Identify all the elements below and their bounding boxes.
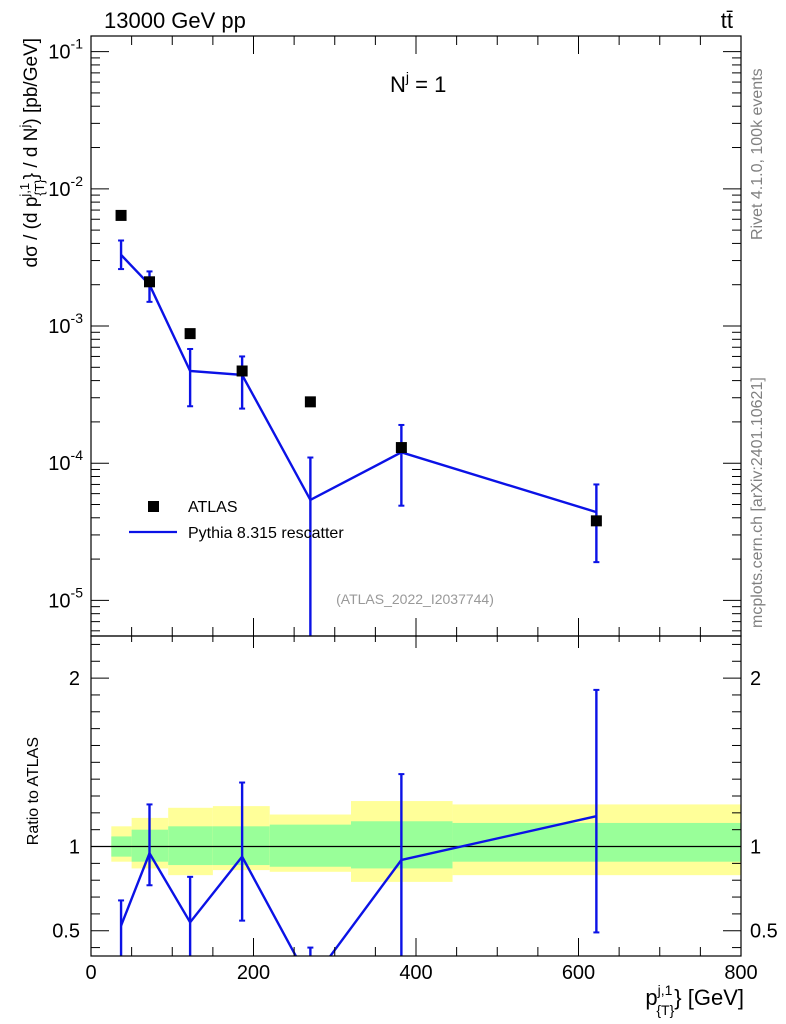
legend-atlas-marker: [148, 501, 159, 512]
atlas-data-point: [184, 328, 196, 340]
x-tick-label: 200: [237, 962, 270, 984]
legend-atlas-label: ATLAS: [188, 499, 238, 516]
main-y-tick-label: 10-1: [48, 36, 83, 64]
main-y-tick-label: 10-3: [48, 310, 83, 338]
x-tick-label: 400: [399, 962, 432, 984]
main-y-tick-label: 10-5: [48, 584, 83, 612]
ratio-band-inner: [269, 824, 351, 867]
ratio-y-axis-title: Ratio to ATLAS: [25, 737, 42, 845]
process-label: tt̄: [721, 8, 733, 33]
atlas-data-point: [395, 442, 407, 454]
atlas-data-point: [144, 276, 155, 288]
mcplots-label: mcplots.cern.ch [arXiv:2401.10621]: [749, 377, 766, 628]
main-y-tick-label: 10-2: [48, 173, 83, 201]
ratio-y-tick-label-right: 2: [750, 668, 761, 690]
legend: ATLAS Pythia 8.315 rescatter: [129, 499, 344, 542]
ratio-panel: 0.5 0.51 12 2 0 200 400 600 800 Ratio to ATLAS …: [25, 635, 778, 1018]
atlas-data-point: [304, 396, 316, 408]
x-tick-label: 600: [562, 962, 595, 984]
rivet-label: Rivet 4.1.0, 100k events: [749, 68, 766, 240]
atlas-data-point: [236, 365, 248, 377]
ratio-y-axis: 0.5 0.5 1 1 2 2: [52, 643, 778, 949]
main-panel: 10-5 10-4 10-3 10-2 10-1 Nj = 1 (ATLAS_2022_…: [17, 35, 742, 637]
ratio-y-tick-label: 2: [69, 668, 80, 690]
main-y-tick-label: 10-4: [48, 447, 83, 475]
main-x-ticks: [90, 36, 742, 636]
legend-pythia-label: Pythia 8.315 rescatter: [188, 525, 344, 542]
atlas-data-point: [115, 209, 127, 221]
x-tick-label: 0: [85, 962, 96, 984]
x-tick-label: 800: [724, 962, 757, 984]
ratio-y-tick-label-right: 0.5: [750, 921, 778, 943]
main-y-axis: 10-5 10-4 10-3 10-2 10-1: [48, 36, 741, 632]
ratio-frame: [90, 635, 742, 957]
analysis-tag: (ATLAS_2022_I2037744): [336, 591, 494, 607]
ratio-y-tick-label-right: 1: [750, 837, 761, 859]
multiplicity-annotation: Nj = 1: [390, 69, 446, 97]
ratio-line: [119, 815, 597, 956]
x-axis: 0 200 400 600 800: [85, 636, 758, 984]
ratio-band-inner: [168, 826, 213, 866]
x-axis-title: pj,1 {T}} [GeV]: [645, 982, 744, 1018]
energy-label: 13000 GeV pp: [104, 8, 246, 33]
ratio-y-tick-label: 1: [69, 837, 80, 859]
main-y-axis-title: dσ / (d pj,1{T}} / d Nj) [pb/GeV]: [17, 38, 47, 267]
ratio-y-tick-label: 0.5: [52, 921, 80, 943]
mc-line: [120, 254, 597, 514]
atlas-data-point: [590, 515, 602, 527]
